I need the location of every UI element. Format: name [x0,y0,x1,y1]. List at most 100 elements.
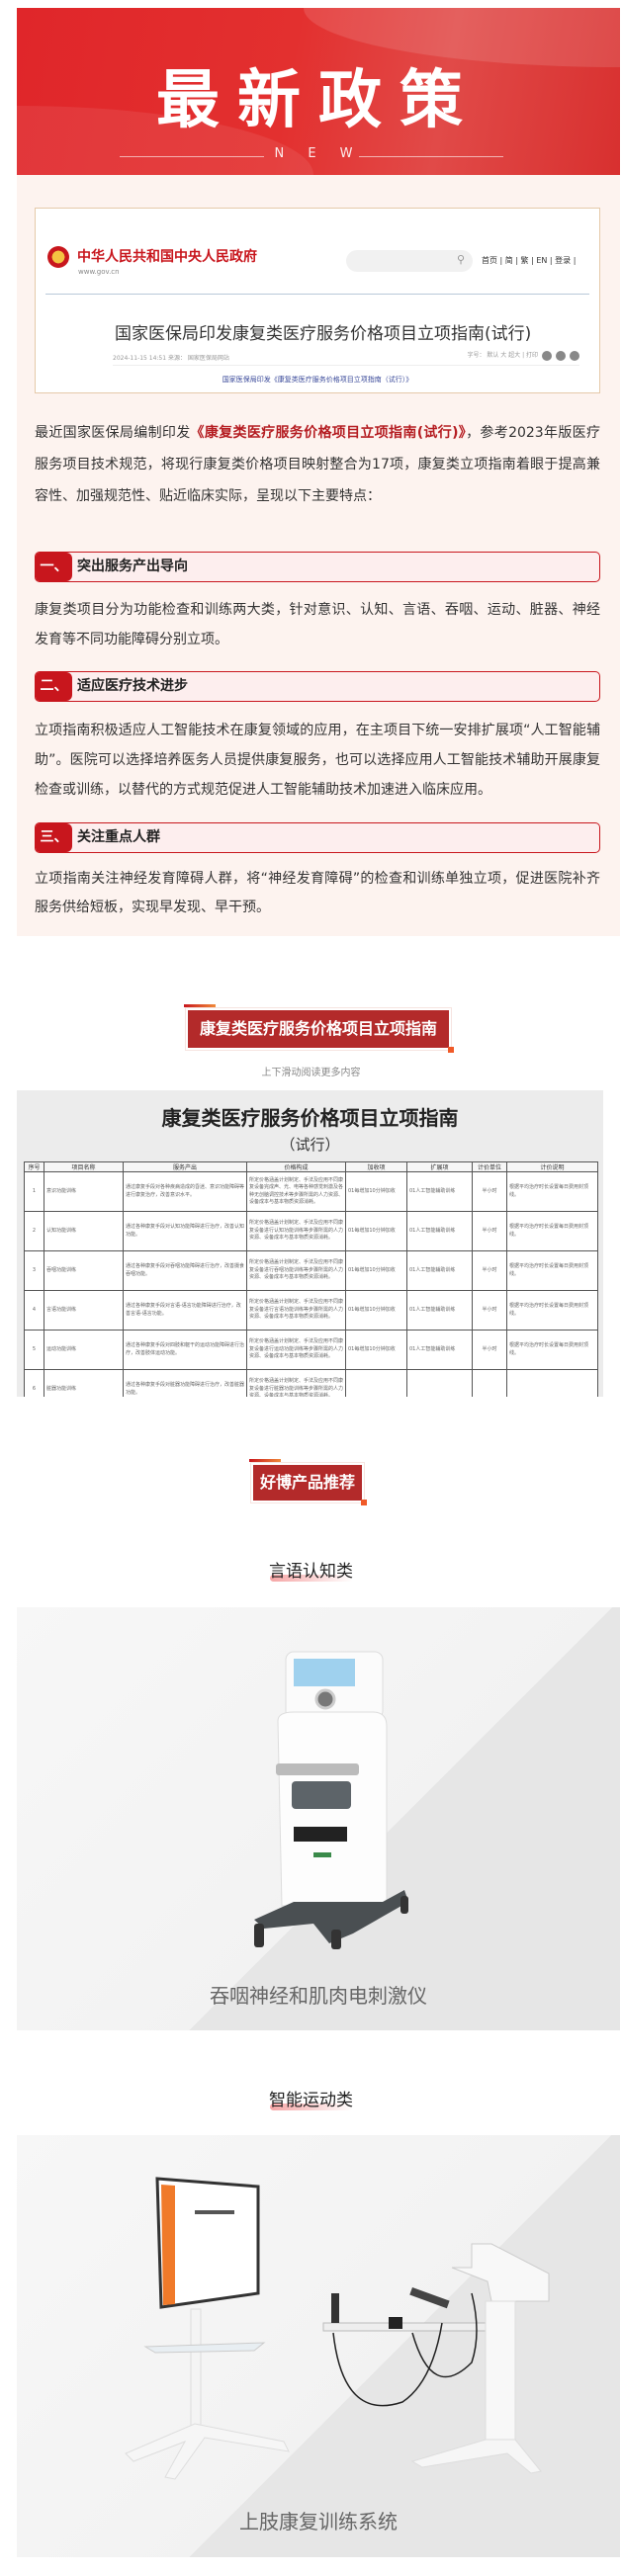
table-cell: 半小时 [472,1250,507,1291]
divider [120,156,264,157]
table-cell: 01人工智能辅助训练 [406,1290,473,1331]
article-title: 国家医保局印发康复类医疗服务价格项目立项指南(试行) [115,324,532,344]
policy-banner: 最新政策 N E W [17,8,620,175]
table-cell: 根据平均治疗时长设置每日费用封顶线。 [506,1290,598,1331]
table-header: 加收项 [345,1161,407,1172]
doc-title: 康复类医疗服务价格项目立项指南 [161,1106,459,1130]
table-cell [506,1369,598,1397]
table-cell: 半小时 [472,1330,507,1370]
table-cell: 根据平均治疗时长设置每日费用封顶线。 [506,1250,598,1291]
table-cell: 01每增加10分钟加收 [345,1290,407,1331]
table-cell: 意识功能训练 [44,1171,124,1212]
banner-title: 最新政策 [156,64,481,137]
badge-text: 好博产品推荐 [259,1473,355,1492]
doc-subtitle: （试行） [280,1136,340,1154]
site-name: 中华人民共和国中央人民政府 [77,249,257,265]
product-name: 上肢康复训练系统 [239,2510,398,2533]
table-row: 5 运动功能训练 通过各种康复手段对四肢和躯干的运动功能障碍进行治疗，改善肢体运动功… [24,1330,598,1370]
swallow-stimulator-image [254,1651,408,1949]
guide-table: 序号 项目名称 服务产出 价格构成 加收项 扩展项 计价单位 计价说明 1 意识功能训练 通过康复… [24,1161,598,1397]
table-cell: 3 [24,1250,44,1291]
gov-article-screenshot: 中华人民共和国中央人民政府 www.gov.cn ⚲ 首页 | 简 | 繁 | … [35,208,600,393]
table-cell: 6 [24,1369,44,1397]
table-cell: 5 [24,1330,44,1370]
banner-subtitle: N E W [274,146,363,161]
section-body-1: 康复类项目分为功能检查和训练两大类，针对意识、认知、言语、吞咽、运动、脏器、神经… [35,602,600,647]
table-cell: 通过康复手段对各种疾病造成的昏迷、意识功能障碍等进行康复治疗，改善意识水平。 [123,1171,247,1212]
table-header: 计价说明 [506,1161,598,1172]
table-header: 序号 [24,1161,44,1172]
table-cell: 01人工智能辅助训练 [406,1330,473,1370]
national-emblem-icon [47,246,69,268]
section-header-2: 二、 适应医疗技术进步 [35,671,600,702]
table-row: 4 言语功能训练 通过各种康复手段对言语-语言功能障碍进行治疗，改善言语-语言功能。… [24,1290,598,1331]
divider [359,156,503,157]
article-tools: 字号： 默认 大 超大 | 打印 [467,350,579,361]
table-cell: 通过各种康复手段对认知功能障碍进行治疗，改善认知功能。 [123,1211,247,1251]
product-name: 吞咽神经和肌肉电刺激仪 [210,1984,427,2008]
site-url: www.gov.cn [78,268,120,276]
table-cell: 通过各种康复手段对言语-语言功能障碍进行治疗，改善言语-语言功能。 [123,1290,247,1331]
products-badge: 好博产品推荐 [249,1459,367,1505]
table-cell [345,1369,407,1397]
product-card-1[interactable]: 吞咽神经和肌肉电刺激仪 [17,1607,620,2030]
upper-limb-training-system-image [125,2177,550,2480]
tools-text: 字号： 默认 大 超大 | 打印 [467,352,538,359]
product-card-2[interactable]: 上肢康复训练系统 [17,2135,620,2557]
share-icon [542,350,552,361]
article-meta: 2024-11-15 14:51 来源： 国家医保局网站 [113,355,229,362]
intro-text: ，参考2023年版医疗服务项目技术规范，将现行康复类价格项目映射整合为17项，康… [35,425,600,504]
table-row: 3 吞咽功能训练 通过各种康复手段对吞咽功能障碍进行治疗，改善摄食吞咽功能。 所定价格… [24,1250,598,1291]
nav-links: 首页 | 简 | 繁 | EN | 登录 | [482,256,577,265]
table-cell [472,1369,507,1397]
section-number: 三、 [36,823,72,852]
guide-title-highlight: 《康复类医疗服务价格项目立项指南(试行)》 [190,425,467,441]
table-cell: 所定价格涵盖计划制定、手法及应用不同康复设备完成声、光、电等各种感觉刺激及各种无… [246,1171,346,1212]
table-cell: 01每增加10分钟加收 [345,1171,407,1212]
search-input: ⚲ [346,250,473,272]
table-row: 6 脏器功能训练 通过各种康复手段对脏器功能障碍进行治疗，改善脏器功能。 所定价格涵盖… [24,1369,598,1397]
badge-text: 康复类医疗服务价格项目立项指南 [199,1019,437,1038]
section-title: 突出服务产出导向 [77,558,188,574]
table-header: 计价单位 [472,1161,507,1172]
section-number: 二、 [36,672,72,701]
table-header: 项目名称 [44,1161,124,1172]
table-cell: 01每增加10分钟加收 [345,1330,407,1370]
table-cell: 01人工智能辅助训练 [406,1250,473,1291]
table-cell: 1 [24,1171,44,1212]
table-cell: 通过各种康复手段对四肢和躯干的运动功能障碍进行治疗，改善肢体运动功能。 [123,1330,247,1370]
table-cell: 01人工智能辅助训练 [406,1211,473,1251]
category-label: 言语认知类 [269,1562,353,1582]
table-cell: 通过各种康复手段对吞咽功能障碍进行治疗，改善摄食吞咽功能。 [123,1250,247,1291]
guide-document-scroll[interactable]: 康复类医疗服务价格项目立项指南 （试行） 序号 项目名称 服务产出 价格构成 加收项 扩展… [17,1090,603,1397]
table-cell: 所定价格涵盖计划制定、手法及应用不同康复设备进行脏器功能训练等步骤所需的人力资源… [246,1369,346,1397]
table-cell: 运动功能训练 [44,1330,124,1370]
table-cell: 半小时 [472,1290,507,1331]
category-label: 智能运动类 [269,2091,353,2110]
category-title: 智能运动类 [0,2086,622,2110]
intro-paragraph: 最近国家医保局编制印发《康复类医疗服务价格项目立项指南(试行)》，参考2023年… [35,417,600,512]
table-cell: 吞咽功能训练 [44,1250,124,1291]
category-title: 言语认知类 [0,1557,622,1582]
article-link: 国家医保局印发《康复类医疗服务价格项目立项指南（试行）》 [222,376,413,384]
table-cell [406,1369,473,1397]
table-cell: 01人工智能辅助训练 [406,1171,473,1212]
table-cell: 所定价格涵盖计划制定、手法及应用不同康复设备进行运动功能训练等步骤所需的人力资源… [246,1330,346,1370]
table-cell: 通过各种康复手段对脏器功能障碍进行治疗，改善脏器功能。 [123,1369,247,1397]
table-cell: 01每增加10分钟加收 [345,1211,407,1251]
table-cell: 根据平均治疗时长设置每日费用封顶线。 [506,1211,598,1251]
section-number: 一、 [36,553,72,581]
table-header: 价格构成 [246,1161,346,1172]
table-cell: 脏器功能训练 [44,1369,124,1397]
table-cell: 所定价格涵盖计划制定、手法及应用不同康复设备进行认知功能训练等步骤所需的人力资源… [246,1211,346,1251]
table-cell: 所定价格涵盖计划制定、手法及应用不同康复设备进行吞咽功能训练等步骤所需的人力资源… [246,1250,346,1291]
table-cell: 01每增加10分钟加收 [345,1250,407,1291]
section-body-3: 立项指南关注神经发育障碍人群，将“神经发育障碍”的检查和训练单独立项，促进医院补… [35,871,600,915]
table-row: 2 认知功能训练 通过各种康复手段对认知功能障碍进行治疗，改善认知功能。 所定价格涵盖… [24,1211,598,1251]
table-cell: 4 [24,1290,44,1331]
table-cell: 2 [24,1211,44,1251]
table-cell: 半小时 [472,1171,507,1212]
table-cell: 根据平均治疗时长设置每日费用封顶线。 [506,1330,598,1370]
section-body-2: 立项指南积极适应人工智能技术在康复领域的应用，在主项目下统一安排扩展项“人工智能… [35,723,600,798]
section-title: 关注重点人群 [77,829,160,845]
